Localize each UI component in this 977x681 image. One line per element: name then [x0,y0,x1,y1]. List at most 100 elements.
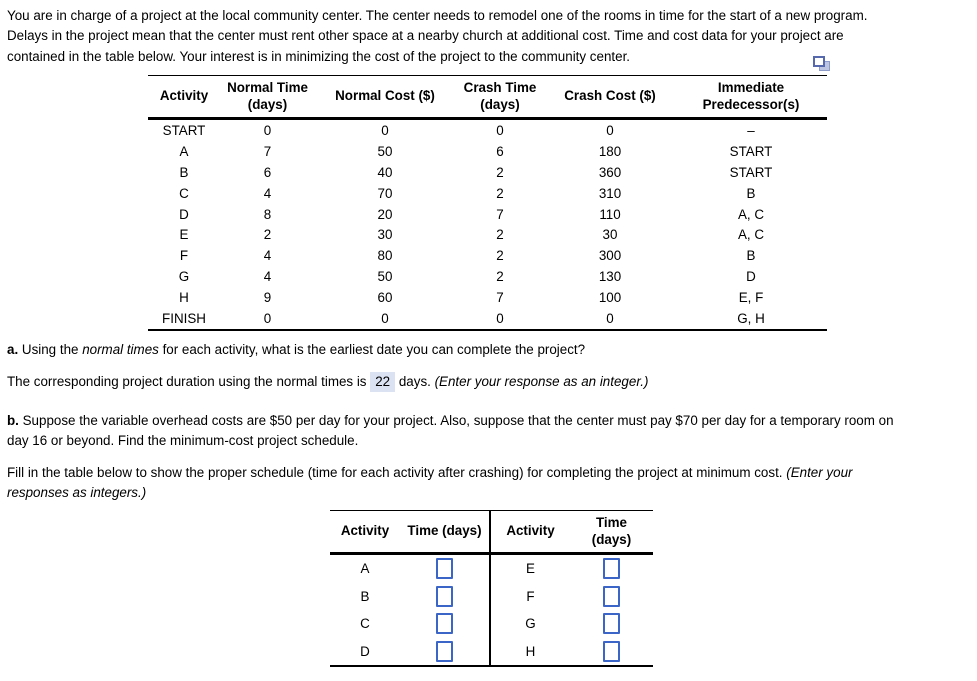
intro-line: You are in charge of a project at the lo… [7,8,868,23]
cell-normal-cost: 60 [377,290,393,306]
cell-normal-cost: 80 [377,248,393,264]
cell-crash-cost: 310 [598,185,622,201]
cell-activity: A [179,143,189,159]
header-activity: Activity [148,75,220,120]
cell-crash-cost: 110 [599,206,621,222]
time-input-F[interactable] [603,585,620,607]
cell-activity: B [179,164,189,180]
schedule-activity-label: B [360,588,370,604]
crash-table-header-row: Activity Normal Time (days) Normal Cost (… [148,75,827,120]
time-input-G[interactable] [603,613,620,635]
schedule-row: D H [330,637,653,666]
schedule-header-row: Activity Time (days) Activity Time (days) [330,510,653,555]
cell-predecessors: START [729,164,773,180]
cell-normal-time: 8 [263,206,272,222]
header-activity-left: Activity [330,510,400,555]
cell-normal-time: 4 [263,269,272,285]
table-row: D 8 20 7 110 A, C [148,204,827,225]
table-row: H 9 60 7 100 E, F [148,287,827,308]
table-row: G 4 50 2 130 D [148,266,827,287]
crash-table-container: Activity Normal Time (days) Normal Cost (… [148,75,827,331]
cell-normal-time: 4 [263,185,272,201]
cell-predecessors: A, C [737,206,765,222]
cell-normal-cost: 50 [377,269,393,285]
cell-activity: H [179,290,189,306]
schedule-activity-label: C [360,616,370,632]
popup-icon[interactable] [813,56,830,71]
header-normal-time: Normal Time (days) [220,75,315,120]
time-input-E[interactable] [603,558,620,580]
cell-normal-time: 6 [263,164,272,180]
cell-crash-cost: 300 [598,248,622,264]
question-b: b. Suppose the variable overhead costs a… [7,413,894,449]
header-crash-cost: Crash Cost ($) [545,75,675,120]
question-b-label: b. [7,413,19,428]
table-row: B 6 40 2 360 START [148,162,827,183]
cell-crash-time: 2 [496,248,504,264]
cell-predecessors: – [747,122,755,138]
cell-crash-time: 0 [496,122,504,138]
cell-normal-cost: 0 [381,310,389,326]
cell-predecessors: A, C [737,227,765,243]
cell-activity: E [179,227,189,243]
schedule-row: B F [330,582,653,610]
intro-paragraph: You are in charge of a project at the lo… [7,6,867,67]
question-a: a. Using the normal times for each activ… [7,342,586,357]
cell-crash-cost: 100 [598,290,622,306]
cell-activity: F [179,248,189,264]
header-predecessors: Immediate Predecessor(s) [675,75,827,120]
schedule-activity-label: H [489,637,570,666]
cell-crash-cost: 30 [602,227,618,243]
schedule-activity-label: F [489,582,570,610]
cell-crash-time: 6 [496,143,504,159]
schedule-activity-label: E [489,553,570,583]
cell-normal-time: 2 [263,227,272,243]
crash-table: Activity Normal Time (days) Normal Cost (… [148,75,827,331]
cell-crash-time: 2 [496,227,504,243]
cell-activity: FINISH [162,310,206,326]
cell-predecessors: B [746,248,756,264]
cell-crash-cost: 180 [598,143,622,159]
cell-crash-time: 0 [496,310,504,326]
cell-predecessors: D [746,269,756,285]
cell-crash-time: 2 [496,164,504,180]
cell-normal-cost: 20 [377,206,393,222]
cell-normal-time: 0 [263,122,272,138]
time-input-H[interactable] [603,640,620,662]
schedule-row: A E [330,553,653,583]
time-input-A[interactable] [436,558,453,580]
cell-activity: C [179,185,189,201]
time-input-D[interactable] [436,640,453,662]
cell-crash-time: 2 [496,269,504,285]
popup-icon-front [813,56,825,67]
table-row: START 0 0 0 0 – [148,119,827,141]
cell-predecessors: START [729,143,773,159]
cell-normal-time: 9 [263,290,272,306]
cell-normal-cost: 70 [377,185,393,201]
intro-line: Delays in the project mean that the cent… [7,28,844,44]
time-input-B[interactable] [436,585,453,607]
cell-crash-cost: 360 [598,164,622,180]
fill-instruction: Fill in the table below to show the prop… [7,465,853,501]
table-row: F 4 80 2 300 B [148,245,827,266]
cell-activity: D [179,206,189,222]
question-a-label: a. [7,342,19,357]
time-input-C[interactable] [436,613,453,635]
table-row: C 4 70 2 310 B [148,183,827,204]
cell-normal-cost: 50 [377,143,393,159]
schedule-activity-label: A [360,561,370,577]
answer-a-field[interactable]: 22 [370,372,396,392]
cell-crash-cost: 130 [598,269,622,285]
header-time-left: Time (days) [400,510,490,555]
header-crash-time: Crash Time (days) [455,75,545,120]
cell-normal-cost: 0 [381,122,389,138]
cell-normal-cost: 30 [377,227,393,243]
cell-crash-cost: 0 [606,122,614,138]
schedule-activity-label: D [360,643,370,659]
cell-activity: START [162,122,206,138]
table-row: A 7 50 6 180 START [148,141,827,162]
cell-predecessors: B [746,185,756,201]
schedule-activity-label: G [489,610,570,638]
answer-a-note: (Enter your response as an integer.) [434,374,649,389]
